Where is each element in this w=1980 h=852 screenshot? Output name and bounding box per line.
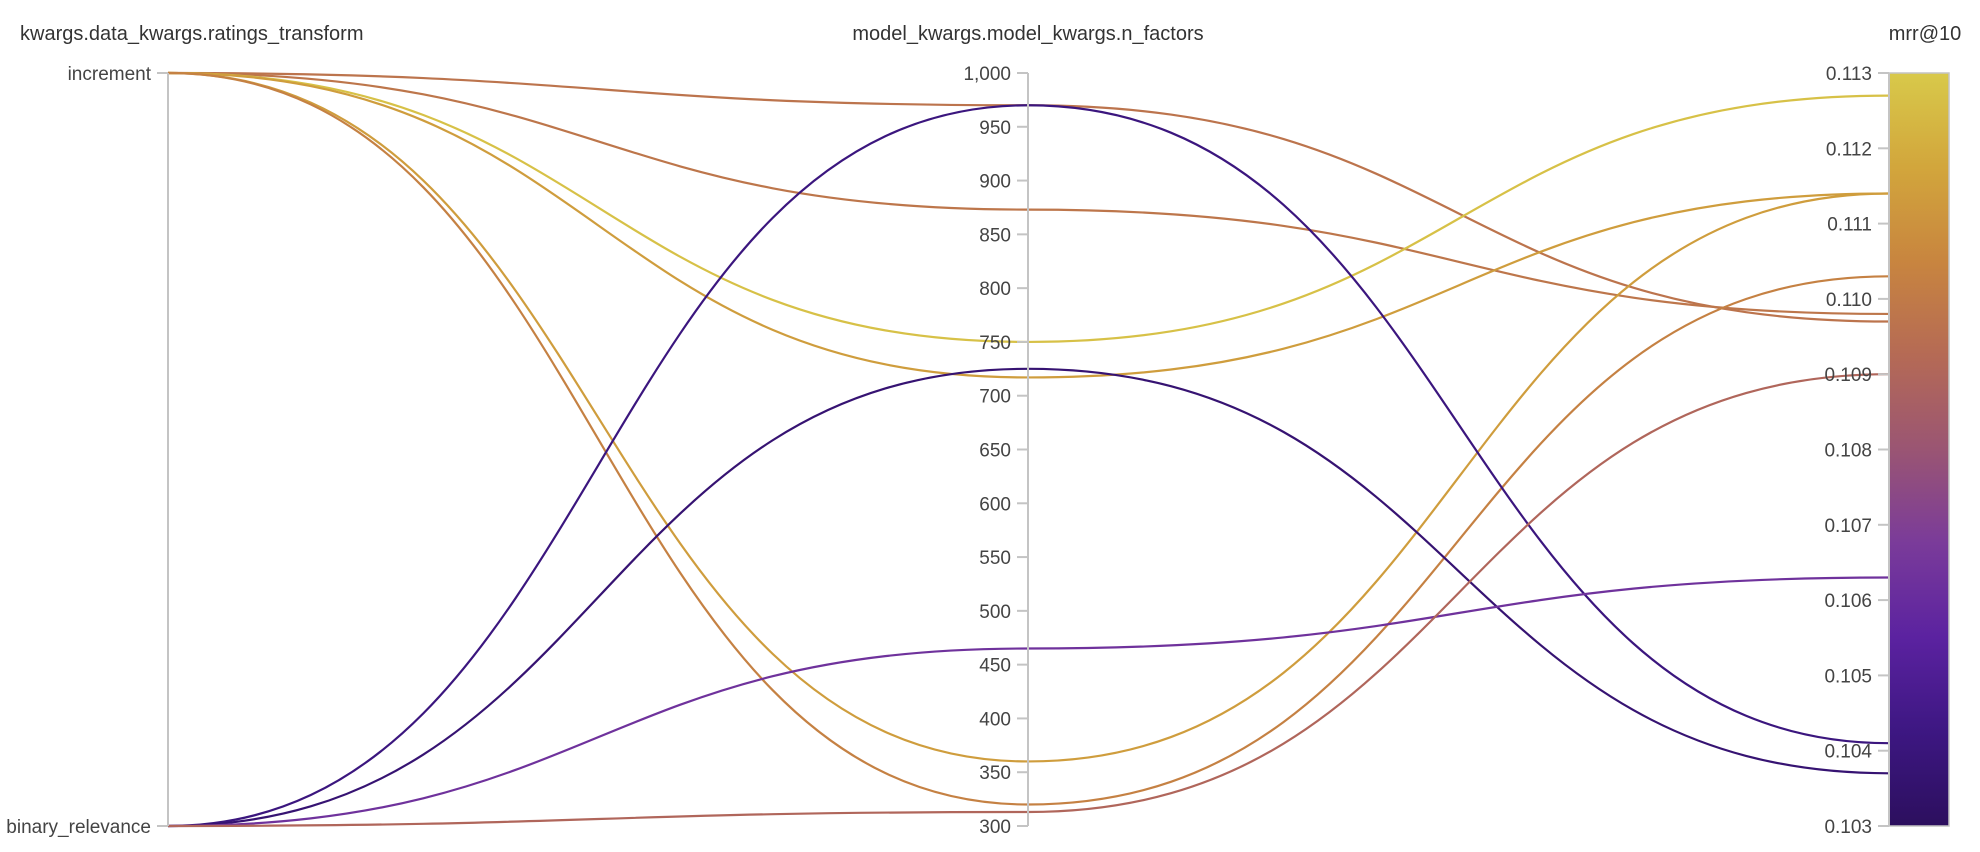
tick-label: 700 [979, 387, 1011, 408]
tick-label: 900 [979, 172, 1011, 193]
tick-label: increment [68, 64, 152, 85]
tick-label: 850 [979, 225, 1011, 246]
tick-label: 0.108 [1824, 441, 1872, 462]
axes: kwargs.data_kwargs.ratings_transformincr… [6, 23, 1961, 838]
axis-n_factors: model_kwargs.model_kwargs.n_factors 300 35… [852, 23, 1203, 838]
tick-label: 0.110 [1826, 290, 1872, 311]
tick-label: 400 [979, 709, 1011, 730]
tick-label: 500 [979, 602, 1011, 623]
axis-title-ratings_transform: kwargs.data_kwargs.ratings_transform [20, 23, 363, 45]
tick-label: 0.111 [1827, 215, 1872, 236]
tick-label: 0.107 [1824, 516, 1872, 537]
tick-label: 300 [979, 817, 1011, 838]
tick-label: binary_relevance [6, 817, 151, 838]
tick-label: 1,000 [963, 64, 1011, 85]
tick-label: 0.113 [1826, 64, 1872, 85]
axis-title-n_factors: model_kwargs.model_kwargs.n_factors [852, 23, 1203, 45]
tick-label: 550 [979, 548, 1011, 569]
tick-label: 0.106 [1824, 591, 1872, 612]
tick-label: 600 [979, 494, 1011, 515]
tick-label: 0.105 [1824, 666, 1872, 687]
tick-label: 0.109 [1824, 365, 1872, 386]
tick-label: 750 [979, 333, 1011, 354]
tick-label: 0.103 [1824, 817, 1872, 838]
tick-label: 350 [979, 763, 1011, 784]
axis-ratings_transform: kwargs.data_kwargs.ratings_transformincr… [6, 23, 363, 838]
axis-title-mrr10: mrr@10 [1889, 23, 1962, 45]
colorbar[interactable] [1889, 73, 1949, 826]
tick-label: 0.104 [1824, 742, 1872, 763]
tick-label: 650 [979, 441, 1011, 462]
tick-label: 950 [979, 118, 1011, 139]
tick-label: 0.112 [1826, 139, 1872, 160]
tick-label: 800 [979, 279, 1011, 300]
tick-label: 450 [979, 656, 1011, 677]
